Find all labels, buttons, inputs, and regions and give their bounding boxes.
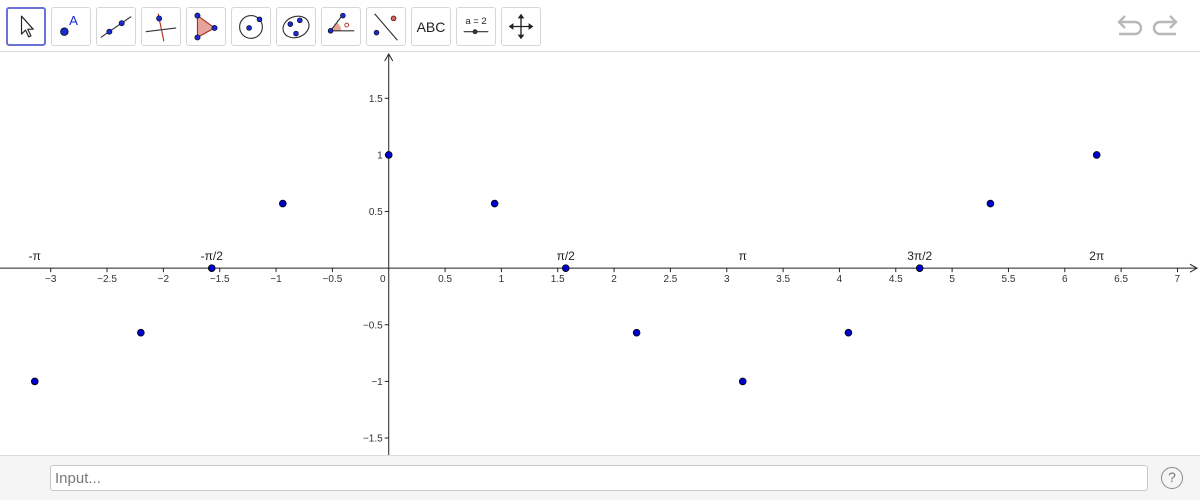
conic-tool-button[interactable] (276, 7, 316, 46)
x-tick-label: 4.5 (889, 274, 903, 285)
data-point[interactable] (986, 199, 995, 208)
x-tick-label: 7 (1175, 274, 1181, 285)
undo-button[interactable] (1113, 12, 1145, 40)
point-label: 3π/2 (907, 249, 932, 263)
point-label: -π/2 (201, 249, 224, 263)
x-tick-label: 2.5 (663, 274, 677, 285)
circle-center-icon (239, 15, 263, 39)
point-icon: A (60, 13, 78, 36)
undo-icon (1117, 15, 1143, 36)
x-tick-label: 6.5 (1114, 274, 1128, 285)
line-tool-button[interactable] (96, 7, 136, 46)
angle-icon (327, 12, 355, 34)
data-point[interactable] (384, 151, 393, 159)
arrow-cursor-icon (20, 15, 34, 38)
point-label: 2π (1089, 249, 1104, 263)
x-tick-label: −0.5 (323, 274, 343, 285)
x-tick-label: 6 (1062, 274, 1068, 285)
point-label: π/2 (557, 249, 576, 263)
reflect-tool-button[interactable] (366, 7, 406, 46)
x-tick-label: 2 (611, 274, 617, 285)
perpendicular-line-tool-button[interactable] (141, 7, 181, 46)
x-tick-label: −3 (45, 274, 57, 285)
x-tick-label: 4 (837, 274, 843, 285)
data-point[interactable] (207, 264, 216, 272)
text-tool-button[interactable]: ABC (411, 7, 451, 46)
point-tool-glyph: A (69, 13, 78, 28)
slider-icon: a = 2 (463, 16, 489, 35)
x-tick-label: −2.5 (97, 274, 117, 285)
x-tick-label: 5.5 (1001, 274, 1015, 285)
text-icon: ABC (416, 18, 446, 35)
data-point[interactable] (844, 328, 853, 337)
move-graphics-view-tool-button[interactable] (501, 7, 541, 46)
reflect-icon (373, 13, 398, 41)
y-axis-ticks: −1.5 −1 −0.5 0.5 1 1.5 (363, 94, 389, 445)
data-point[interactable] (738, 377, 747, 386)
point-label: π (739, 249, 747, 263)
x-axis-ticks: −3 −2.5 −2 −1.5 −1 −0.5 0.5 1 1.5 2 2.5 3 3.5 4 4.5 5 5.… (45, 268, 1181, 285)
y-tick-label: 0.5 (369, 207, 383, 218)
data-point[interactable] (632, 328, 641, 337)
point-label: -π (29, 249, 41, 263)
y-axis-arrow (384, 52, 394, 62)
data-point[interactable] (490, 199, 499, 208)
move-tool-button[interactable] (6, 7, 46, 46)
polygon-tool-button[interactable] (186, 7, 226, 46)
axes (0, 52, 1199, 455)
y-tick-label: 1 (377, 150, 383, 161)
data-points[interactable] (30, 151, 1101, 386)
origin-label: 0 (380, 274, 386, 285)
x-tick-label: −1.5 (210, 274, 230, 285)
ellipse-icon (282, 15, 310, 39)
angle-tool-button[interactable] (321, 7, 361, 46)
slider-tool-button[interactable]: a = 2 (456, 7, 496, 46)
toolbar: A (0, 0, 1200, 52)
algebra-input[interactable] (50, 465, 1148, 491)
x-axis-arrow (1189, 263, 1199, 273)
x-tick-label: 3.5 (776, 274, 790, 285)
x-tick-label: −2 (158, 274, 170, 285)
data-point[interactable] (30, 377, 39, 386)
coordinate-plane[interactable]: −3 −2.5 −2 −1.5 −1 −0.5 0.5 1 1.5 2 2.5 3 3.5 4 4.5 5 5.… (0, 52, 1200, 455)
y-tick-label: −1.5 (363, 434, 383, 445)
redo-button[interactable] (1150, 12, 1182, 40)
x-tick-label: 3 (724, 274, 730, 285)
point-tool-button[interactable]: A (51, 7, 91, 46)
graphics-view[interactable]: −3 −2.5 −2 −1.5 −1 −0.5 0.5 1 1.5 2 2.5 3 3.5 4 4.5 5 5.… (0, 52, 1200, 455)
x-tick-label: 0.5 (438, 274, 452, 285)
data-point[interactable] (915, 264, 924, 272)
y-tick-label: −0.5 (363, 320, 383, 331)
perpendicular-line-icon (145, 13, 177, 42)
move-view-icon (508, 13, 534, 40)
circle-tool-button[interactable] (231, 7, 271, 46)
help-icon[interactable]: ? (1161, 467, 1183, 489)
data-point[interactable] (279, 199, 287, 208)
point-labels: -π -π/2 π/2 π 3π/2 2π (29, 249, 1105, 263)
redo-icon (1152, 15, 1178, 36)
line-icon (100, 16, 132, 38)
y-tick-label: −1 (371, 377, 383, 388)
x-tick-label: 5 (949, 274, 955, 285)
slider-tool-label: a = 2 (465, 16, 486, 27)
input-bar: ? (0, 455, 1200, 500)
x-tick-label: −1 (270, 274, 282, 285)
polygon-icon (194, 12, 218, 41)
data-point[interactable] (561, 264, 570, 272)
data-point[interactable] (1092, 151, 1101, 159)
y-tick-label: 1.5 (369, 94, 383, 105)
x-tick-label: 1.5 (551, 274, 565, 285)
x-tick-label: 1 (499, 274, 505, 285)
data-point[interactable] (137, 328, 145, 337)
